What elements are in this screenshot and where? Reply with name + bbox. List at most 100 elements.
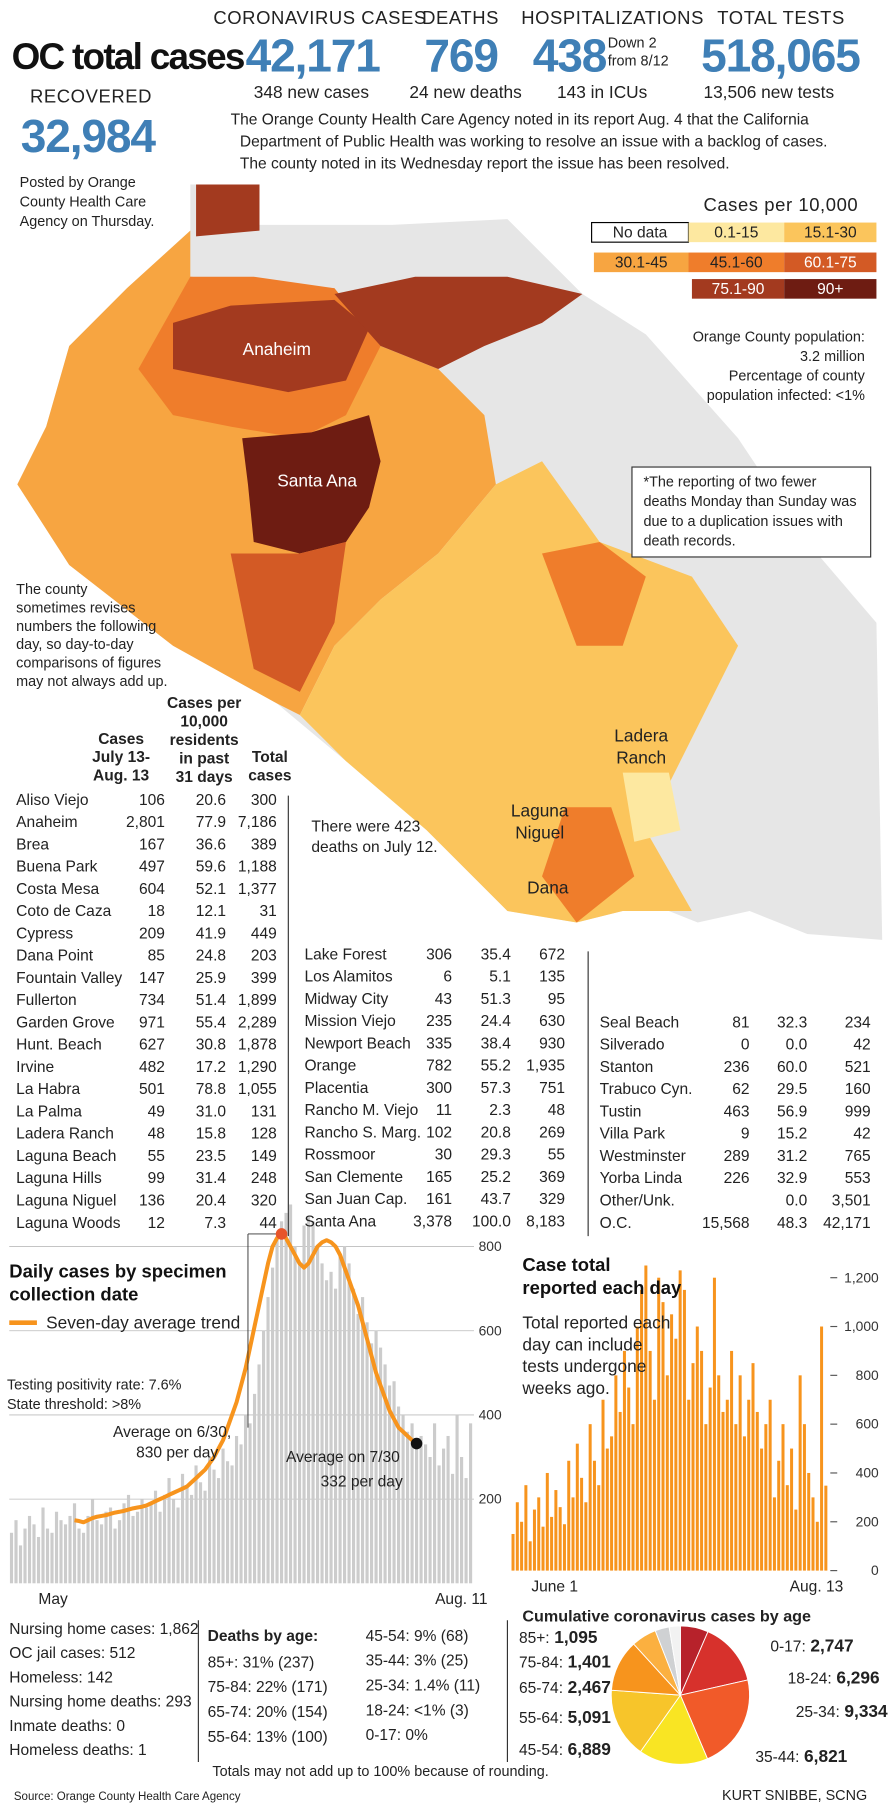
stat-value: 42,171: [246, 29, 381, 81]
pie-value: 2,467: [568, 1677, 611, 1697]
bar: [288, 1204, 293, 1584]
table-number: 48.3: [777, 1215, 807, 1232]
highlight-point: [275, 1228, 288, 1240]
pie-label: 25-34: 9,334: [796, 1701, 888, 1721]
deaths-item: 0-17: 0%: [366, 1727, 428, 1744]
table-name: Rossmoor: [304, 1147, 375, 1164]
bar: [216, 1478, 221, 1584]
table-number: 23.5: [196, 1148, 226, 1165]
bar: [108, 1507, 113, 1584]
pie-label: 85+: 1,095: [519, 1627, 598, 1647]
bar: [50, 1532, 54, 1584]
stat-sub: 143 in ICUs: [557, 82, 648, 102]
chart-subtitle: weeks ago.: [521, 1378, 609, 1398]
bar: [824, 1485, 828, 1571]
table-name: Other/Unk.: [600, 1193, 675, 1210]
bar: [266, 1297, 270, 1584]
table-number: 59.6: [196, 859, 226, 876]
bar: [203, 1490, 207, 1584]
table-number: 15.2: [777, 1126, 807, 1143]
bar: [678, 1270, 682, 1571]
table-number: 24.8: [196, 948, 226, 965]
table-number: 55: [148, 1148, 165, 1165]
bar: [149, 1503, 153, 1584]
y-tick-label: 1,000: [844, 1318, 879, 1334]
bar: [351, 1288, 356, 1584]
bar: [584, 1502, 588, 1571]
bar: [738, 1375, 742, 1571]
y-tick-label: 0: [871, 1562, 879, 1578]
table-number: 42,171: [823, 1215, 871, 1232]
table-number: 12.1: [196, 903, 226, 920]
pie-value: 1,401: [568, 1651, 612, 1671]
table-number: 30.8: [196, 1037, 226, 1054]
bar: [455, 1414, 459, 1584]
recovered-label: RECOVERED: [30, 86, 152, 107]
bar: [324, 1280, 329, 1584]
table-number: 399: [251, 970, 277, 987]
bar: [532, 1509, 536, 1571]
bar: [665, 1375, 669, 1571]
bar: [674, 1338, 678, 1571]
y-tick-label: 1,200: [844, 1269, 879, 1285]
trend-line: [74, 1231, 418, 1525]
y-tick-label: 200: [479, 1491, 502, 1507]
table-number: 604: [139, 881, 165, 898]
bar: [524, 1485, 528, 1571]
table-number: 149: [251, 1148, 277, 1165]
population-note: Orange County population:: [693, 329, 865, 345]
bar: [790, 1448, 794, 1571]
deaths-item: 45-54: 9% (68): [366, 1628, 469, 1645]
bar: [387, 1385, 392, 1584]
bar: [798, 1375, 802, 1571]
map-label: Niguel: [515, 822, 564, 842]
table-name: Lake Forest: [304, 946, 387, 963]
table-number: 51.4: [196, 992, 227, 1009]
pie-value: 6,889: [568, 1739, 611, 1759]
table-number: 78.8: [196, 1081, 226, 1098]
table-number: 553: [845, 1170, 871, 1187]
table-number: 782: [426, 1058, 452, 1075]
table-number: 1,377: [238, 881, 277, 898]
table-name: Ladera Ranch: [16, 1126, 114, 1143]
bar: [230, 1465, 234, 1584]
table-number: 128: [251, 1126, 277, 1143]
table-name: Laguna Hills: [16, 1170, 102, 1187]
table-number: 289: [724, 1148, 750, 1165]
table-name: Westminster: [600, 1148, 686, 1165]
chart-title: collection date: [9, 1284, 138, 1305]
table-number: 630: [539, 1013, 565, 1030]
table-number: 85: [148, 948, 165, 965]
table-number: 3,378: [413, 1213, 452, 1230]
bar: [329, 1271, 333, 1584]
bar: [717, 1375, 721, 1571]
agency-note: The Orange County Health Care Agency not…: [231, 112, 810, 129]
bar: [401, 1414, 405, 1584]
bar: [207, 1457, 212, 1584]
table-number: 44: [259, 1215, 277, 1232]
legend-swatch: [691, 279, 785, 299]
chart-title: reported each day: [522, 1277, 682, 1298]
recovered-note: Posted by Orange: [20, 175, 136, 191]
table-name: Los Alamitos: [304, 969, 392, 986]
bar: [781, 1424, 785, 1571]
pie-label: 35-44: 6,821: [755, 1746, 847, 1766]
bar: [405, 1431, 410, 1584]
annotation: Average on 6/30,: [113, 1424, 231, 1441]
map-region: [334, 276, 583, 370]
table-name: La Habra: [16, 1081, 80, 1098]
table-number: 18: [148, 903, 165, 920]
table-number: 36.6: [196, 836, 226, 853]
bar: [515, 1502, 519, 1571]
bar: [194, 1465, 198, 1584]
bar: [77, 1528, 81, 1584]
bar: [541, 1526, 545, 1571]
bar: [652, 1399, 656, 1571]
table-number: 55: [548, 1147, 565, 1164]
table-name: Brea: [16, 836, 49, 853]
bar: [772, 1497, 776, 1571]
column-header: residents: [170, 732, 239, 749]
bar: [601, 1399, 605, 1571]
column-header: July 13-: [92, 749, 150, 766]
table-number: 25.9: [196, 970, 226, 987]
